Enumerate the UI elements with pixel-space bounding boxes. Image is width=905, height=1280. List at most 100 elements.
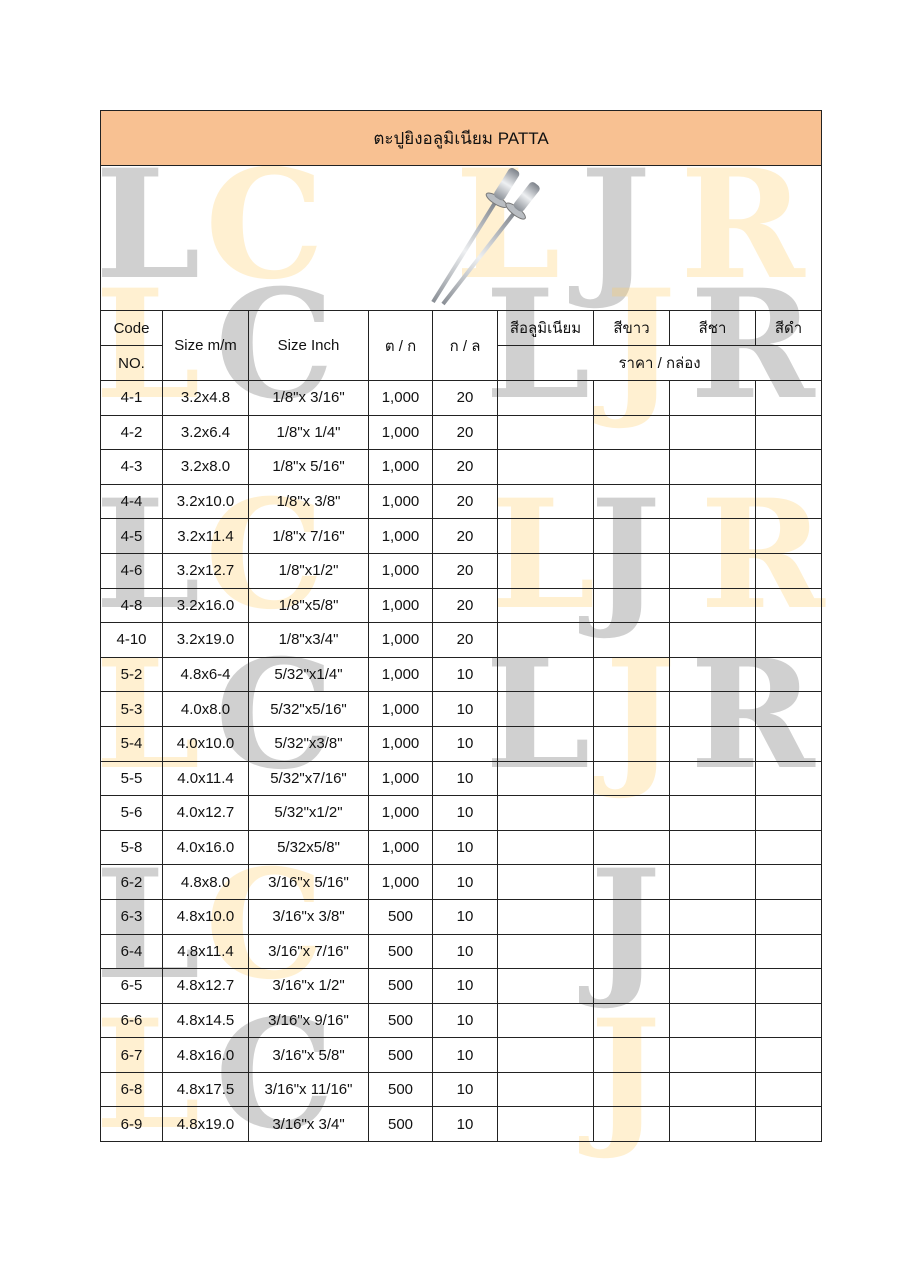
cell-size-mm: 4.0x16.0	[162, 829, 249, 866]
cell-size-mm: 3.2x6.4	[162, 414, 249, 451]
price-cell	[754, 968, 823, 1004]
cell-per-carton: 10	[432, 829, 498, 866]
cell-per-carton: 20	[432, 552, 498, 589]
price-cell	[669, 1106, 756, 1143]
cell-code: 4-4	[100, 483, 163, 520]
cell-size-inch: 3/16"x 7/16"	[248, 933, 369, 970]
table-row: 6-9 4.8x19.0 3/16"x 3/4" 500 10	[100, 1106, 823, 1143]
price-cell	[669, 968, 756, 1004]
cell-size-mm: 4.8x8.0	[162, 864, 249, 900]
header-code: Code	[100, 310, 163, 346]
price-cell	[593, 656, 670, 693]
cell-per-carton: 10	[432, 1002, 498, 1039]
price-cell	[593, 898, 670, 935]
cell-per-carton: 20	[432, 587, 498, 624]
price-cell	[593, 380, 670, 416]
cell-code: 4-5	[100, 518, 163, 554]
header-no: NO.	[100, 345, 163, 381]
cell-size-mm: 4.8x17.5	[162, 1071, 249, 1108]
price-cell	[669, 518, 756, 554]
cell-per-carton: 20	[432, 380, 498, 416]
cell-size-mm: 4.8x14.5	[162, 1002, 249, 1039]
price-cell	[669, 414, 756, 451]
price-cell	[593, 1071, 670, 1108]
price-cell	[669, 1002, 756, 1039]
cell-per-carton: 10	[432, 1037, 498, 1073]
cell-size-mm: 4.8x19.0	[162, 1106, 249, 1143]
table-row: 4-1 3.2x4.8 1/8"x 3/16" 1,000 20	[100, 380, 823, 416]
table-row: 4-3 3.2x8.0 1/8"x 5/16" 1,000 20	[100, 449, 823, 485]
cell-size-inch: 1/8"x 3/16"	[248, 380, 369, 416]
cell-size-mm: 3.2x19.0	[162, 622, 249, 658]
table-row: 4-4 3.2x10.0 1/8"x 3/8" 1,000 20	[100, 483, 823, 520]
price-cell	[593, 691, 670, 727]
table-row: 6-2 4.8x8.0 3/16"x 5/16" 1,000 10	[100, 864, 823, 900]
cell-per-box: 1,000	[368, 587, 433, 624]
cell-code: 6-8	[100, 1071, 163, 1108]
cell-size-inch: 1/8"x1/2"	[248, 552, 369, 589]
cell-per-carton: 20	[432, 414, 498, 451]
price-cell	[754, 864, 823, 900]
price-cell	[669, 449, 756, 485]
price-cell	[497, 795, 594, 831]
price-cell	[669, 795, 756, 831]
price-cell	[754, 933, 823, 970]
price-cell	[593, 552, 670, 589]
cell-size-mm: 4.0x8.0	[162, 691, 249, 727]
cell-per-box: 500	[368, 1106, 433, 1143]
price-cell	[593, 587, 670, 624]
cell-per-carton: 10	[432, 725, 498, 762]
cell-per-carton: 10	[432, 898, 498, 935]
price-cell	[497, 1002, 594, 1039]
header-size-mm: Size m/m	[162, 310, 249, 381]
price-cell	[497, 725, 594, 762]
table-row: 5-6 4.0x12.7 5/32"x1/2" 1,000 10	[100, 795, 823, 831]
price-cell	[669, 552, 756, 589]
price-cell	[593, 622, 670, 658]
price-cell	[593, 1037, 670, 1073]
cell-per-box: 1,000	[368, 864, 433, 900]
cell-per-carton: 10	[432, 691, 498, 727]
cell-per-box: 1,000	[368, 483, 433, 520]
cell-size-inch: 5/32x5/8"	[248, 829, 369, 866]
price-cell	[497, 1106, 594, 1143]
price-cell	[754, 518, 823, 554]
price-cell	[669, 1071, 756, 1108]
price-cell	[754, 760, 823, 797]
cell-code: 6-3	[100, 898, 163, 935]
cell-per-carton: 10	[432, 760, 498, 797]
price-cell	[754, 380, 823, 416]
price-cell	[593, 1106, 670, 1143]
price-cell	[669, 760, 756, 797]
price-cell	[497, 968, 594, 1004]
cell-per-box: 500	[368, 1002, 433, 1039]
cell-per-box: 500	[368, 933, 433, 970]
price-cell	[754, 1106, 823, 1143]
cell-size-mm: 3.2x11.4	[162, 518, 249, 554]
cell-size-inch: 1/8"x 5/16"	[248, 449, 369, 485]
price-cell	[754, 1037, 823, 1073]
price-cell	[669, 587, 756, 624]
price-cell	[497, 587, 594, 624]
cell-size-inch: 1/8"x 7/16"	[248, 518, 369, 554]
cell-per-box: 1,000	[368, 449, 433, 485]
cell-per-box: 1,000	[368, 656, 433, 693]
cell-size-inch: 5/32"x3/8"	[248, 725, 369, 762]
cell-code: 5-8	[100, 829, 163, 866]
cell-size-mm: 4.8x11.4	[162, 933, 249, 970]
cell-code: 5-6	[100, 795, 163, 831]
cell-size-inch: 3/16"x 3/4"	[248, 1106, 369, 1143]
cell-per-carton: 10	[432, 795, 498, 831]
price-cell	[669, 483, 756, 520]
price-cell	[593, 864, 670, 900]
header-grey: สีชา	[669, 310, 756, 346]
cell-size-inch: 1/8"x 1/4"	[248, 414, 369, 451]
cell-size-inch: 3/16"x 11/16"	[248, 1071, 369, 1108]
price-cell	[593, 483, 670, 520]
cell-per-box: 1,000	[368, 414, 433, 451]
cell-size-inch: 5/32"x1/4"	[248, 656, 369, 693]
price-cell	[593, 795, 670, 831]
cell-code: 6-6	[100, 1002, 163, 1039]
price-cell	[754, 552, 823, 589]
cell-code: 4-2	[100, 414, 163, 451]
